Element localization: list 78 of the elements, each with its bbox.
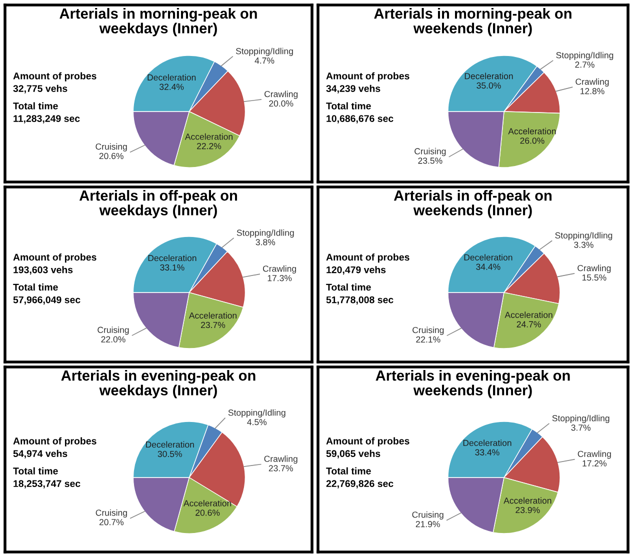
data-label: 22.0%	[101, 336, 126, 342]
data-label: 2.7%	[575, 62, 594, 68]
text: Total time 18,253,747 sec	[13, 467, 80, 488]
slice-label: Deceleration	[463, 440, 512, 446]
data-label: 33.1%	[160, 264, 184, 271]
chart-title: Arterials in evening-peak on weekends (Inner)	[376, 370, 570, 398]
text: Total time 57,966,049 sec	[13, 284, 80, 305]
data-label: 23.5%	[418, 158, 442, 164]
data-label: 3.7%	[571, 424, 591, 431]
text: Amount of probes 120,479 vehs	[326, 254, 410, 275]
data-label: 17.2%	[582, 460, 607, 466]
slice-label: Stopping/Idling	[552, 414, 610, 424]
data-label: 33.4%	[475, 449, 500, 456]
data-label: 23.7%	[268, 465, 293, 472]
slice-label: Stopping/Idling	[555, 232, 612, 240]
slice-label: Crawling	[264, 90, 298, 99]
text: Amount of probes 193,603 vehs	[13, 254, 96, 275]
text: Total time 22,769,826 sec	[326, 467, 394, 488]
data-label: 22.2%	[197, 143, 222, 150]
text: Amount of probes 34,239 vehs	[326, 72, 410, 94]
data-label: 3.8%	[256, 239, 276, 246]
data-label: 3.3%	[574, 242, 594, 248]
slice-label: Stopping/Idling	[556, 52, 614, 60]
data-label: 4.7%	[254, 58, 274, 64]
slice-label: Deceleration	[148, 74, 196, 81]
chart-title: Arterials in morning-peak on weekends (Inner)	[374, 8, 572, 36]
text: Amount of probes 59,065 vehs	[326, 437, 410, 458]
data-label: 20.6%	[196, 510, 220, 516]
data-label: 20.0%	[269, 100, 294, 107]
slice-label: Acceleration	[504, 497, 552, 504]
slice-label: Acceleration	[508, 128, 556, 134]
text: Amount of probes 54,974 vehs	[13, 437, 96, 458]
data-label: 26.0%	[520, 138, 544, 144]
data-label: 20.7%	[99, 519, 124, 526]
data-label: 12.8%	[580, 88, 604, 94]
slice-label: Cruising	[414, 148, 446, 156]
slice-label: Cruising	[98, 326, 129, 335]
text: Total time 11,283,249 sec	[13, 102, 80, 124]
chart-title: Arterials in off-peak on weekends (Inner)	[394, 190, 552, 218]
data-label: 24.7%	[516, 321, 541, 328]
slice-label: Cruising	[96, 143, 127, 152]
text: Amount of probes 32,775 vehs	[13, 72, 96, 94]
data-label: 20.6%	[99, 152, 124, 160]
slice-label: Stopping/Idling	[228, 409, 286, 418]
data-label: 4.5%	[247, 419, 267, 426]
slice-label: Deceleration	[148, 254, 196, 262]
slice-label: Acceleration	[184, 133, 232, 140]
data-label: 15.5%	[582, 274, 606, 281]
slice-label: Crawling	[578, 264, 611, 273]
slice-label: Acceleration	[184, 500, 232, 506]
chart-title: Arterials in off-peak on weekdays (Inner)	[79, 190, 238, 218]
slice-label: Acceleration	[188, 312, 237, 319]
data-label: 30.5%	[158, 450, 182, 458]
slice-label: Cruising	[412, 326, 444, 335]
data-label: 23.7%	[201, 322, 226, 328]
slice-label: Deceleration	[464, 254, 512, 260]
data-label: 17.3%	[268, 275, 292, 282]
data-label: 22.1%	[416, 336, 440, 343]
data-label: 23.9%	[516, 506, 540, 514]
chart-title: Arterials in evening-peak on weekdays (Inner)	[61, 370, 256, 398]
slice-label: Crawling	[576, 78, 609, 87]
data-label: 35.0%	[476, 82, 501, 89]
slice-label: Crawling	[578, 450, 611, 459]
slice-label: Stopping/Idling	[236, 229, 294, 238]
slice-label: Crawling	[264, 455, 298, 464]
text: Total time 51,778,008 sec	[326, 284, 394, 305]
slice-label: Deceleration	[146, 441, 194, 448]
slice-label: Acceleration	[504, 312, 552, 318]
chart-title: Arterials in morning-peak on weekdays (Inner)	[60, 8, 257, 36]
data-label: 32.4%	[160, 84, 184, 90]
slice-label: Crawling	[262, 265, 296, 274]
slice-label: Stopping/Idling	[236, 48, 293, 56]
slice-label: Cruising	[412, 511, 444, 520]
data-label: 34.4%	[476, 264, 500, 270]
slice-label: Cruising	[96, 509, 127, 518]
data-label: 21.9%	[416, 521, 440, 528]
text: Total time 10,686,676 sec	[326, 102, 394, 124]
slice-label: Deceleration	[464, 72, 513, 80]
